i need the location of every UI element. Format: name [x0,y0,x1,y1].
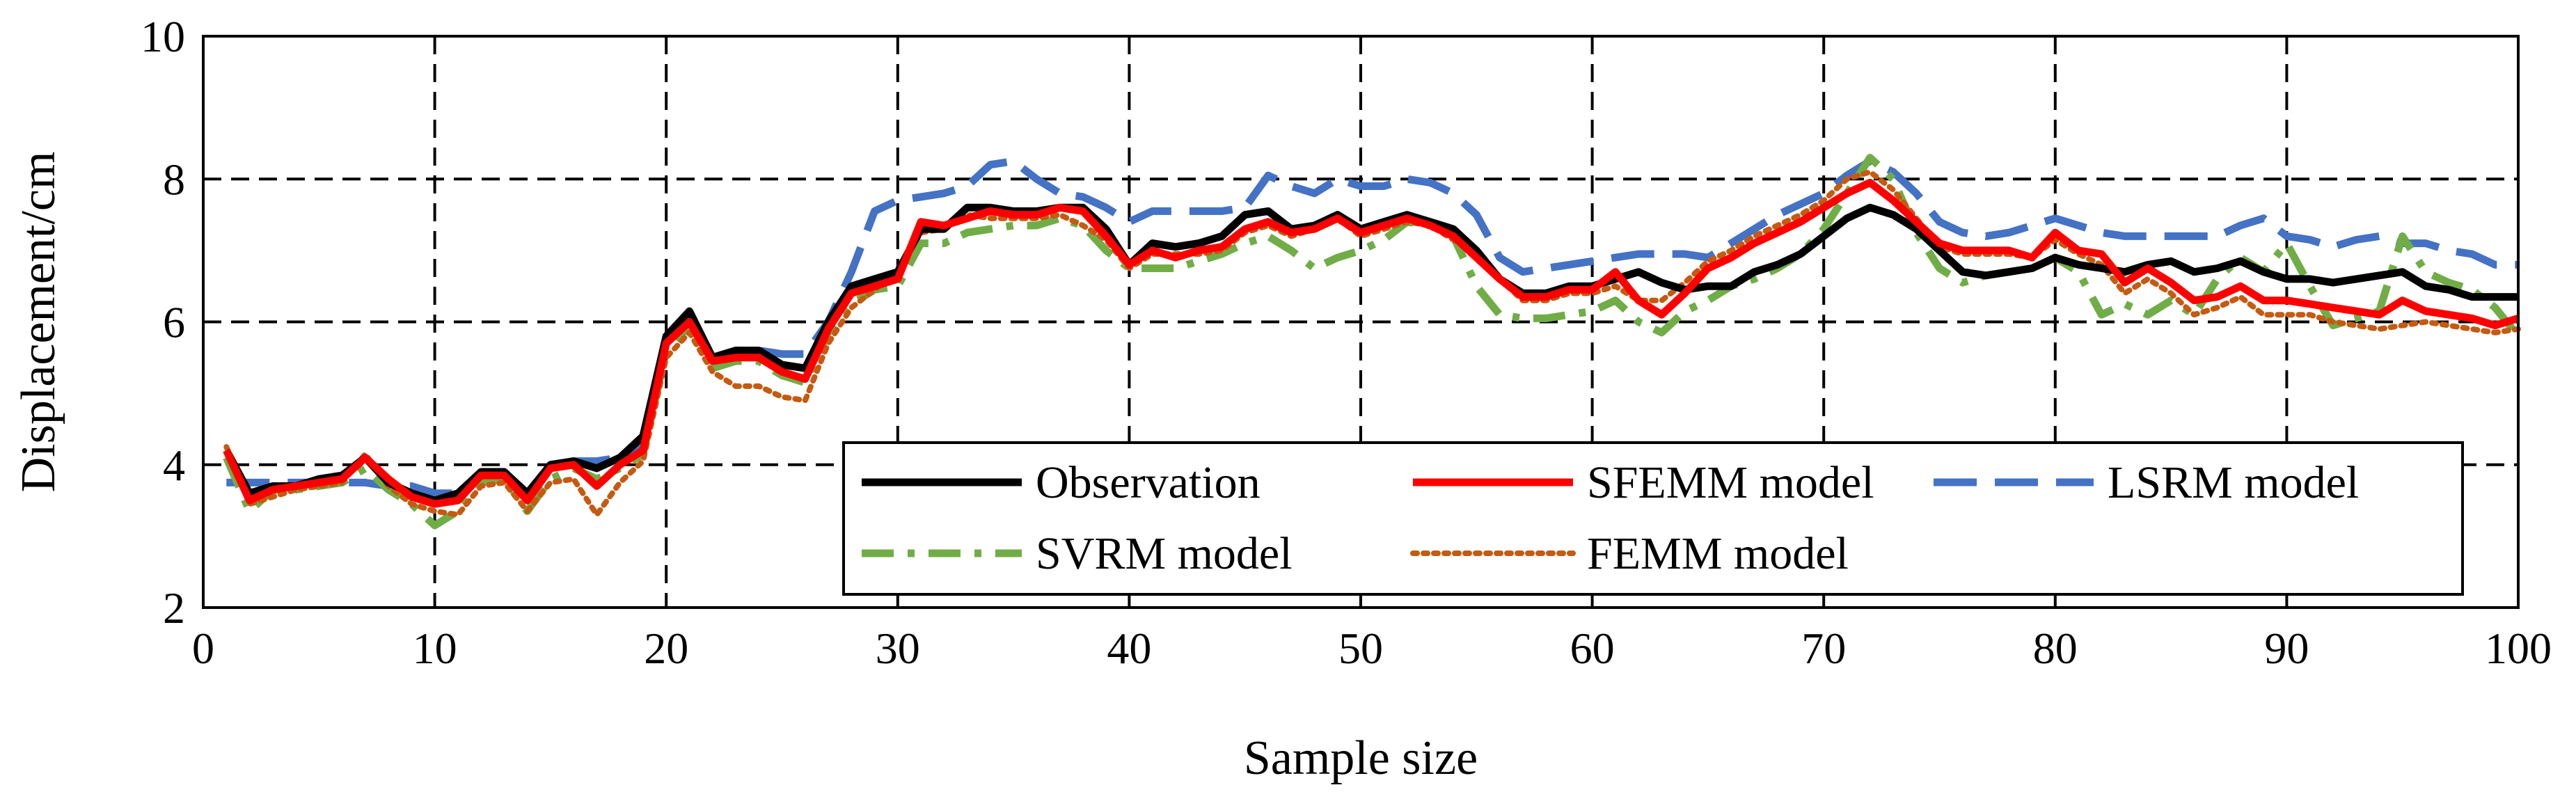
legend: Observation SFEMM model LSRM model SVRM mod… [842,441,2464,596]
x-axis-title: Sample size [1244,731,1478,785]
x-tick-label: 50 [1338,624,1383,673]
series-line-svrm-model [223,154,2522,530]
legend-label-observation: Observation [1036,457,1261,508]
x-tick-label: 10 [413,624,457,673]
x-tick-label: 80 [2033,624,2078,673]
plot-area-frame [202,35,2520,609]
legend-label-sfemm-model: SFEMM model [1587,457,1874,508]
y-tick-label: 4 [163,441,185,490]
x-tick-label: 70 [1801,624,1846,673]
x-tick-label: 100 [2485,624,2552,673]
legend-label-svrm-model: SVRM model [1036,528,1293,579]
y-tick-label: 10 [141,12,185,61]
legend-label-lsrm-model: LSRM model [2108,457,2359,508]
x-tick-label: 20 [644,624,688,673]
axis-ticks: 0 10 20 30 40 50 60 70 80 90 100 2 4 6 8 10 [141,12,2552,673]
x-tick-label: 90 [2264,624,2309,673]
y-tick-label: 2 [163,583,185,633]
y-axis-title: Displacement/cm [12,152,65,493]
y-tick-label: 6 [163,298,185,347]
legend-label-femm-model: FEMM model [1587,528,1849,579]
x-tick-label: 40 [1107,624,1151,673]
x-tick-label: 0 [192,624,214,673]
x-tick-label: 30 [876,624,920,673]
legend-box [842,441,2464,596]
series-line-sfemm-model [223,178,2520,508]
x-tick-label: 60 [1570,624,1615,673]
y-tick-label: 8 [163,155,185,204]
data-series [223,154,2522,530]
